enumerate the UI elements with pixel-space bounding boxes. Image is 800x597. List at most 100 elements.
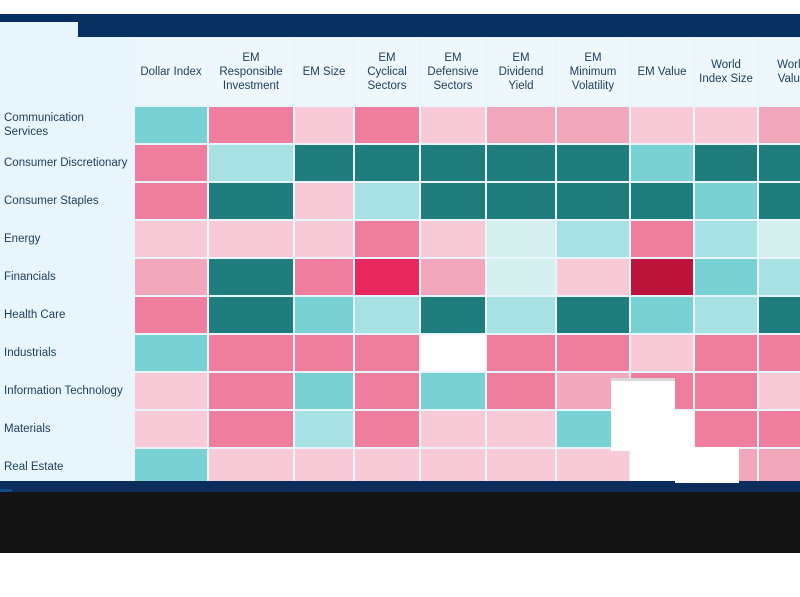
heatmap-cell[interactable]: [631, 335, 693, 371]
heatmap-cell[interactable]: [487, 259, 555, 295]
row-header[interactable]: Consumer Staples: [2, 183, 133, 219]
heatmap-cell[interactable]: [421, 221, 485, 257]
heatmap-cell[interactable]: [557, 183, 629, 219]
heatmap-cell[interactable]: [295, 107, 353, 143]
heatmap-cell[interactable]: [557, 145, 629, 181]
heatmap-cell[interactable]: [421, 183, 485, 219]
heatmap-cell[interactable]: [295, 221, 353, 257]
heatmap-cell[interactable]: [557, 259, 629, 295]
heatmap-cell[interactable]: [421, 449, 485, 483]
row-header[interactable]: Information Technology: [2, 373, 133, 409]
heatmap-cell[interactable]: [631, 183, 693, 219]
heatmap-cell[interactable]: [355, 335, 419, 371]
heatmap-cell[interactable]: [487, 297, 555, 333]
heatmap-cell[interactable]: [355, 297, 419, 333]
heatmap-cell[interactable]: [695, 183, 757, 219]
heatmap-cell[interactable]: [759, 259, 800, 295]
heatmap-cell[interactable]: [487, 183, 555, 219]
heatmap-cell[interactable]: [295, 297, 353, 333]
heatmap-cell[interactable]: [209, 145, 293, 181]
heatmap-cell[interactable]: [487, 145, 555, 181]
heatmap-cell[interactable]: [135, 145, 207, 181]
heatmap-cell[interactable]: [759, 411, 800, 447]
heatmap-cell[interactable]: [695, 145, 757, 181]
column-header[interactable]: EM Responsible Investment: [209, 39, 293, 105]
heatmap-cell[interactable]: [421, 373, 485, 409]
heatmap-cell[interactable]: [487, 221, 555, 257]
heatmap-cell[interactable]: [759, 335, 800, 371]
heatmap-cell[interactable]: [631, 145, 693, 181]
heatmap-cell[interactable]: [695, 411, 757, 447]
heatmap-cell[interactable]: [209, 221, 293, 257]
heatmap-cell[interactable]: [295, 411, 353, 447]
heatmap-cell[interactable]: [487, 449, 555, 483]
heatmap-cell[interactable]: [557, 449, 629, 483]
heatmap-cell[interactable]: [759, 183, 800, 219]
heatmap-cell[interactable]: [355, 411, 419, 447]
heatmap-cell[interactable]: [421, 259, 485, 295]
column-header[interactable]: EM Defensive Sectors: [421, 39, 485, 105]
heatmap-cell[interactable]: [135, 449, 207, 483]
heatmap-cell[interactable]: [759, 107, 800, 143]
heatmap-cell[interactable]: [209, 411, 293, 447]
heatmap-cell[interactable]: [695, 335, 757, 371]
heatmap-cell[interactable]: [557, 221, 629, 257]
heatmap-cell[interactable]: [631, 221, 693, 257]
column-header[interactable]: EM Cyclical Sectors: [355, 39, 419, 105]
heatmap-cell[interactable]: [631, 107, 693, 143]
heatmap-cell[interactable]: [135, 259, 207, 295]
row-header[interactable]: Consumer Discretionary: [2, 145, 133, 181]
heatmap-cell[interactable]: [295, 145, 353, 181]
heatmap-cell[interactable]: [759, 297, 800, 333]
row-header[interactable]: Communication Services: [2, 107, 133, 143]
heatmap-cell[interactable]: [759, 373, 800, 409]
heatmap-cell[interactable]: [295, 259, 353, 295]
heatmap-cell[interactable]: [631, 297, 693, 333]
heatmap-cell[interactable]: [209, 335, 293, 371]
heatmap-cell[interactable]: [421, 335, 485, 371]
row-header[interactable]: Real Estate: [2, 449, 133, 483]
heatmap-cell[interactable]: [695, 297, 757, 333]
heatmap-cell[interactable]: [355, 221, 419, 257]
heatmap-cell[interactable]: [209, 373, 293, 409]
heatmap-cell[interactable]: [695, 259, 757, 295]
heatmap-cell[interactable]: [355, 107, 419, 143]
heatmap-cell[interactable]: [421, 107, 485, 143]
heatmap-cell[interactable]: [487, 107, 555, 143]
heatmap-cell[interactable]: [135, 107, 207, 143]
heatmap-cell[interactable]: [295, 449, 353, 483]
heatmap-cell[interactable]: [209, 449, 293, 483]
heatmap-cell[interactable]: [421, 145, 485, 181]
heatmap-cell[interactable]: [209, 183, 293, 219]
column-header[interactable]: World Index Size: [695, 39, 757, 105]
heatmap-cell[interactable]: [557, 335, 629, 371]
heatmap-cell[interactable]: [557, 297, 629, 333]
row-header[interactable]: Industrials: [2, 335, 133, 371]
heatmap-cell[interactable]: [355, 449, 419, 483]
heatmap-cell[interactable]: [759, 449, 800, 483]
heatmap-cell[interactable]: [487, 411, 555, 447]
column-header[interactable]: EM Dividend Yield: [487, 39, 555, 105]
heatmap-cell[interactable]: [355, 145, 419, 181]
heatmap-cell[interactable]: [355, 373, 419, 409]
heatmap-cell[interactable]: [135, 221, 207, 257]
heatmap-cell[interactable]: [209, 297, 293, 333]
heatmap-cell[interactable]: [135, 411, 207, 447]
column-header[interactable]: Dollar Index: [135, 39, 207, 105]
heatmap-cell[interactable]: [695, 373, 757, 409]
heatmap-cell[interactable]: [295, 183, 353, 219]
heatmap-cell[interactable]: [135, 297, 207, 333]
row-header[interactable]: Materials: [2, 411, 133, 447]
heatmap-cell[interactable]: [759, 221, 800, 257]
heatmap-cell[interactable]: [695, 107, 757, 143]
heatmap-cell[interactable]: [295, 373, 353, 409]
heatmap-cell[interactable]: [631, 259, 693, 295]
heatmap-cell[interactable]: [135, 183, 207, 219]
heatmap-cell[interactable]: [695, 221, 757, 257]
row-header[interactable]: Financials: [2, 259, 133, 295]
column-header[interactable]: EM Value: [631, 39, 693, 105]
heatmap-cell[interactable]: [209, 107, 293, 143]
column-header[interactable]: EM Minimum Volatility: [557, 39, 629, 105]
heatmap-cell[interactable]: [421, 411, 485, 447]
heatmap-cell[interactable]: [487, 335, 555, 371]
